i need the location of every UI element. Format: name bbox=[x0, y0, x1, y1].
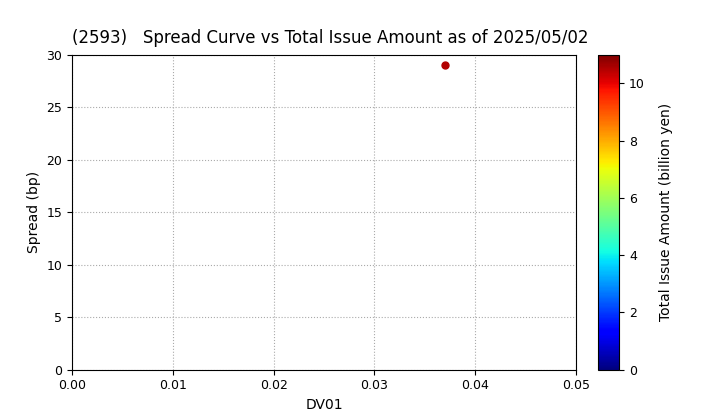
Y-axis label: Total Issue Amount (billion yen): Total Issue Amount (billion yen) bbox=[659, 103, 672, 321]
Text: (2593)   Spread Curve vs Total Issue Amount as of 2025/05/02: (2593) Spread Curve vs Total Issue Amoun… bbox=[72, 29, 588, 47]
Point bbox=[439, 62, 451, 68]
Y-axis label: Spread (bp): Spread (bp) bbox=[27, 171, 41, 253]
X-axis label: DV01: DV01 bbox=[305, 398, 343, 412]
